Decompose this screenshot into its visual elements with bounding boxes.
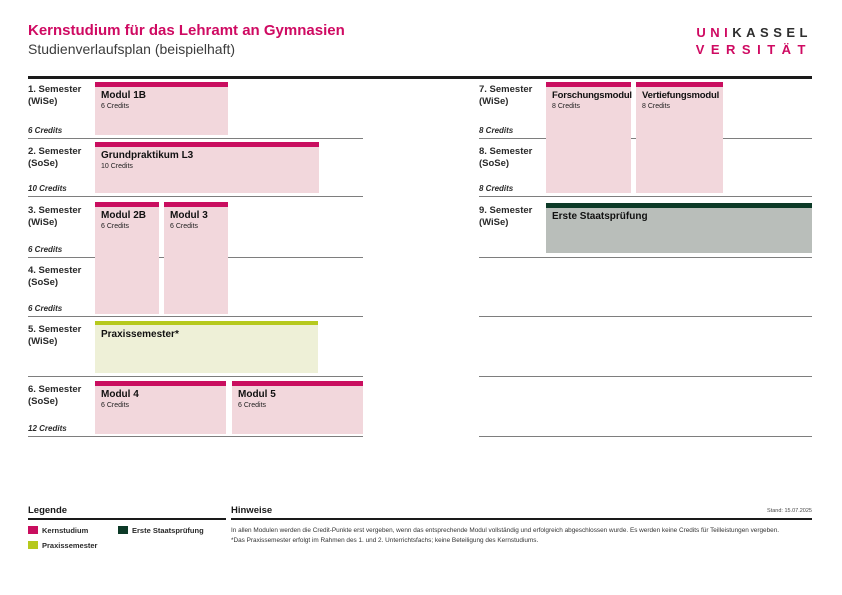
module-title: Praxissemester* bbox=[101, 329, 179, 340]
legend-divider bbox=[28, 518, 226, 520]
module-title: Forschungsmodul bbox=[552, 90, 632, 101]
semester-4-label: 4. Semester (SoSe) bbox=[28, 265, 82, 288]
semester-row-2: 2. Semester (SoSe) 10 Credits bbox=[28, 142, 363, 197]
praxissemester-color-swatch bbox=[28, 541, 38, 549]
module-modul-3: Modul 3 6 Credits bbox=[164, 202, 228, 314]
semester-7-credits: 8 Credits bbox=[479, 126, 514, 135]
module-title: Modul 1B bbox=[101, 90, 146, 101]
page-title: Kernstudium für das Lehramt an Gymnasien bbox=[28, 22, 345, 39]
semester-row-5: 5. Semester (WiSe) bbox=[28, 320, 363, 377]
semester-row-8: 8. Semester (SoSe) 8 Credits bbox=[479, 142, 812, 197]
semester-6-credits: 12 Credits bbox=[28, 424, 67, 433]
semester-row-4: 4. Semester (SoSe) 6 Credits bbox=[28, 261, 363, 317]
legend-item-label: Erste Staatsprüfung bbox=[132, 526, 204, 535]
logo-kassel: KASSEL bbox=[732, 25, 812, 40]
module-title: Vertiefungsmodul bbox=[642, 90, 720, 101]
semester-5-label: 5. Semester (WiSe) bbox=[28, 324, 82, 347]
module-grundpraktikum-l3: Grundpraktikum L3 10 Credits bbox=[95, 142, 319, 193]
module-color-bar bbox=[95, 142, 319, 147]
module-title: Erste Staatsprüfung bbox=[552, 211, 648, 222]
module-title: Modul 5 bbox=[238, 389, 276, 400]
note-line-1: In allen Modulen werden die Credit-Punkt… bbox=[231, 527, 780, 534]
empty-row-right-1 bbox=[479, 261, 812, 317]
module-credits: 8 Credits bbox=[552, 103, 581, 110]
module-modul-2b: Modul 2B 6 Credits bbox=[95, 202, 159, 314]
semester-7-label: 7. Semester (WiSe) bbox=[479, 84, 533, 107]
module-modul-1b: Modul 1B 6 Credits bbox=[95, 82, 228, 135]
module-color-bar bbox=[95, 202, 159, 207]
module-credits: 6 Credits bbox=[101, 402, 130, 409]
legend-item-kernstudium: Kernstudium bbox=[28, 526, 88, 535]
module-credits: 6 Credits bbox=[101, 103, 130, 110]
module-credits: 6 Credits bbox=[170, 223, 199, 230]
module-color-bar bbox=[95, 381, 226, 386]
semester-row-6: 6. Semester (SoSe) 12 Credits bbox=[28, 380, 363, 437]
legend-item-label: Praxissemester bbox=[42, 541, 98, 550]
legend-title: Legende bbox=[28, 505, 68, 516]
logo-line1: UNIKASSEL bbox=[696, 25, 812, 40]
semester-8-label: 8. Semester (SoSe) bbox=[479, 146, 533, 169]
module-color-bar bbox=[546, 203, 812, 208]
semester-row-1: 1. Semester (WiSe) 6 Credits bbox=[28, 80, 363, 139]
module-credits: 6 Credits bbox=[238, 402, 267, 409]
notes-divider bbox=[231, 518, 812, 520]
module-title: Modul 4 bbox=[101, 389, 139, 400]
module-color-bar bbox=[95, 321, 318, 325]
module-credits: 6 Credits bbox=[101, 223, 130, 230]
logo-uni: UNI bbox=[696, 25, 733, 40]
semester-8-credits: 8 Credits bbox=[479, 184, 514, 193]
notes-title: Hinweise bbox=[231, 505, 273, 516]
semester-1-label: 1. Semester (WiSe) bbox=[28, 84, 82, 107]
module-erste-staatspruefung: Erste Staatsprüfung bbox=[546, 203, 812, 253]
semester-row-9: 9. Semester (WiSe) bbox=[479, 201, 812, 258]
module-color-bar bbox=[164, 202, 228, 207]
empty-row-right-2 bbox=[479, 320, 812, 377]
legend-item-praxissemester: Praxissemester bbox=[28, 541, 97, 550]
semester-6-label: 6. Semester (SoSe) bbox=[28, 384, 82, 407]
module-vertiefungsmodul: Vertiefungsmodul 8 Credits bbox=[636, 82, 723, 193]
legend-item-erste-staatspruefung: Erste Staatsprüfung bbox=[118, 526, 204, 535]
module-modul-5: Modul 5 6 Credits bbox=[232, 381, 363, 434]
module-praxissemester: Praxissemester* bbox=[95, 321, 318, 373]
semester-2-credits: 10 Credits bbox=[28, 184, 67, 193]
semester-3-credits: 6 Credits bbox=[28, 245, 63, 254]
semester-9-label: 9. Semester (WiSe) bbox=[479, 205, 533, 228]
empty-row-right-3 bbox=[479, 380, 812, 437]
page-subtitle: Studienverlaufsplan (beispielhaft) bbox=[28, 41, 236, 57]
logo-versitat: VERSITÄT bbox=[695, 42, 812, 57]
uni-kassel-logo: UNIKASSEL VERSITÄT bbox=[696, 24, 812, 58]
module-forschungsmodul: Forschungsmodul 8 Credits bbox=[546, 82, 632, 193]
module-title: Modul 3 bbox=[170, 210, 208, 221]
semester-4-credits: 6 Credits bbox=[28, 304, 63, 313]
module-color-bar bbox=[546, 82, 631, 87]
module-color-bar bbox=[232, 381, 363, 386]
note-line-2: *Das Praxissemester erfolgt im Rahmen de… bbox=[231, 537, 539, 544]
semester-3-label: 3. Semester (WiSe) bbox=[28, 205, 82, 228]
module-color-bar bbox=[636, 82, 723, 87]
module-credits: 10 Credits bbox=[101, 163, 133, 170]
notes-date-stamp: Stand: 15.07.2025 bbox=[767, 508, 812, 514]
module-credits: 8 Credits bbox=[642, 103, 671, 110]
module-modul-4: Modul 4 6 Credits bbox=[95, 381, 226, 434]
module-title: Modul 2B bbox=[101, 210, 146, 221]
semester-2-label: 2. Semester (SoSe) bbox=[28, 146, 82, 169]
module-title: Grundpraktikum L3 bbox=[101, 150, 194, 161]
staatspruefung-color-swatch bbox=[118, 526, 128, 534]
header-divider bbox=[28, 76, 812, 79]
module-color-bar bbox=[95, 82, 228, 87]
legend-item-label: Kernstudium bbox=[42, 526, 89, 535]
semester-1-credits: 6 Credits bbox=[28, 126, 63, 135]
kernstudium-color-swatch bbox=[28, 526, 38, 534]
